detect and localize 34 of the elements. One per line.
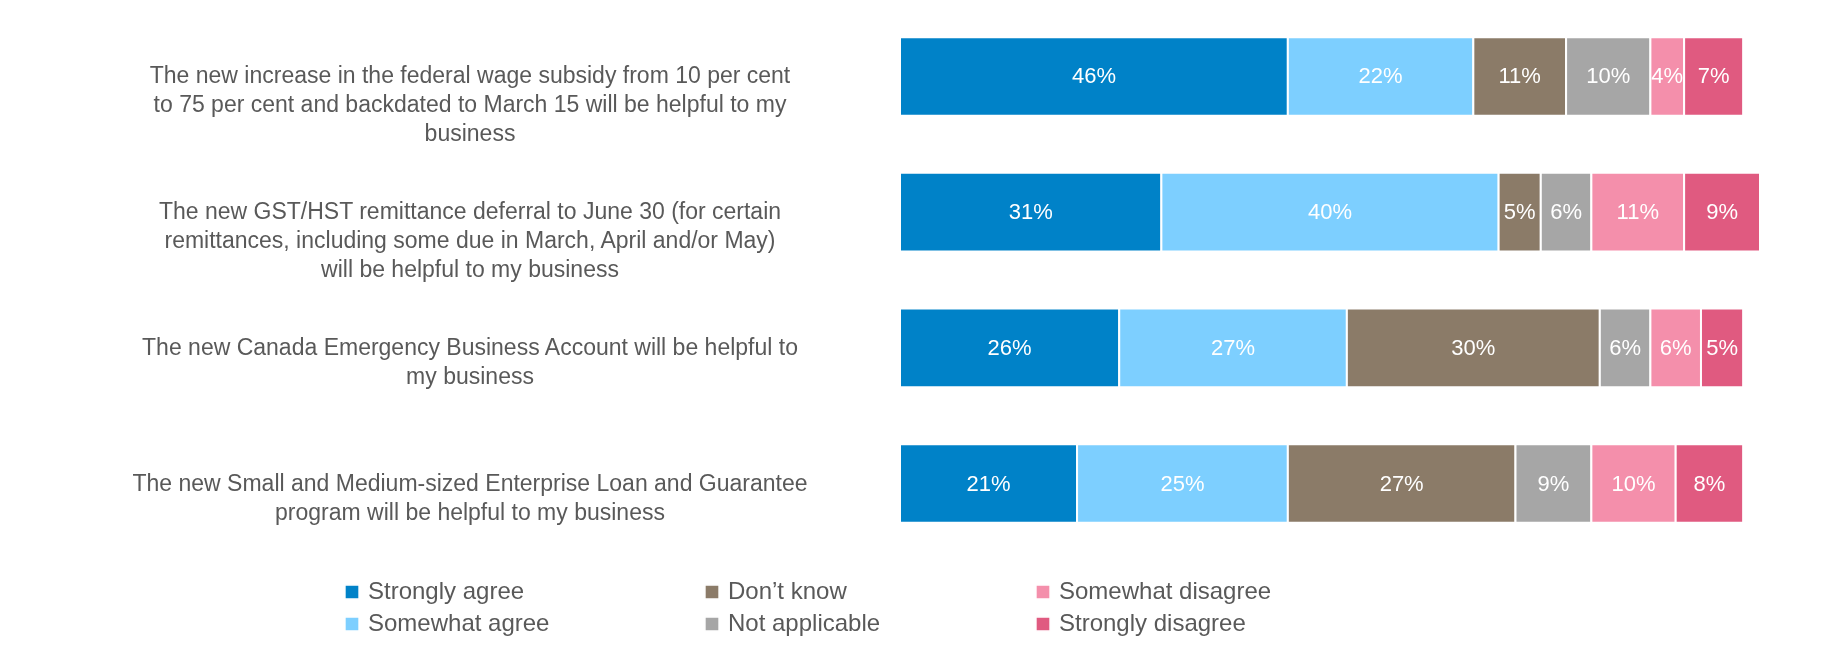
y-tick-label: The new Small and Medium-sized Enterprise Loan and Guarantee program will be helpful to my business — [132, 469, 808, 525]
data-label: 31% — [1008, 199, 1053, 225]
data-label: 8% — [1693, 470, 1726, 496]
legend-label: Somewhat disagree — [1059, 577, 1272, 604]
legend-label: Somewhat agree — [368, 609, 550, 636]
data-label: 10% — [1611, 470, 1656, 496]
data-label: 30% — [1451, 334, 1496, 360]
data-label: 26% — [987, 334, 1032, 360]
data-label: 22% — [1358, 63, 1403, 89]
data-label: 6% — [1659, 334, 1692, 360]
data-label: 11% — [1616, 199, 1659, 225]
data-label: 9% — [1537, 470, 1570, 496]
legend-label: Don’t know — [728, 577, 848, 604]
data-label: 10% — [1586, 63, 1631, 89]
legend-label: Strongly agree — [368, 577, 525, 604]
data-label: 5% — [1706, 334, 1738, 360]
legend-label: Strongly disagree — [1059, 609, 1246, 636]
data-label: 27% — [1211, 334, 1256, 360]
data-label: 5% — [1503, 199, 1536, 225]
data-label: 4% — [1651, 63, 1684, 89]
data-label: 46% — [1071, 63, 1116, 89]
y-tick-label: The new increase in the federal wage subsidy from 10 per cent to 75 per cent and backdated to March 15 will be helpful to my business — [149, 62, 791, 147]
data-label: 6% — [1609, 334, 1641, 360]
data-label: 40% — [1307, 199, 1353, 225]
data-label: 7% — [1697, 63, 1730, 89]
data-label: 25% — [1160, 470, 1205, 496]
y-tick-label: The new Canada Emergency Business Account will be helpful to my business — [142, 333, 798, 389]
data-label: 6% — [1550, 199, 1582, 225]
data-label: 11% — [1498, 63, 1541, 89]
data-label: 21% — [966, 470, 1011, 496]
data-label: 27% — [1379, 470, 1424, 496]
y-tick-label: The new GST/HST remittance deferral to June 30 (for certain remittances, including some due in March, April and/or May) will be helpful to my business — [158, 198, 782, 283]
data-label: 9% — [1706, 199, 1738, 225]
legend-label: Not applicable — [728, 609, 881, 636]
